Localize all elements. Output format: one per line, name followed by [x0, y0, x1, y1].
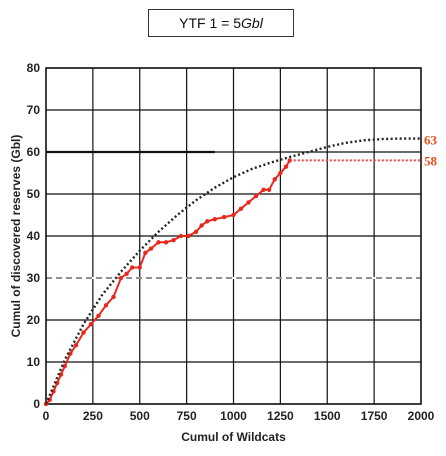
discovery-point [171, 238, 176, 243]
chart-title-box: YTF 1 = 5 Gbl [148, 9, 294, 37]
chart-title-unit: Gbl [241, 15, 263, 31]
discovery-point [246, 200, 251, 205]
discovery-point [212, 217, 217, 222]
y-tick-label: 40 [27, 229, 41, 243]
discovery-point [73, 343, 79, 348]
y-tick-label: 60 [27, 145, 41, 159]
discovery-point [111, 294, 116, 300]
y-tick-label: 70 [27, 103, 41, 117]
x-tick-label: 500 [130, 409, 150, 423]
x-tick-label: 2000 [408, 409, 435, 423]
discovery-point [96, 313, 101, 318]
discovery-point [118, 275, 124, 281]
series-layer [43, 137, 421, 407]
x-tick-label: 0 [43, 409, 50, 423]
x-axis-label: Cumul of Wildcats [181, 430, 286, 444]
dashed-guides [46, 150, 421, 279]
discovery-point [68, 351, 73, 356]
discovery-point [62, 364, 67, 369]
y-tick-label: 20 [27, 313, 41, 327]
x-axis-ticks: 0 250 500 750 1000 1250 1500 1750 2000 [43, 409, 435, 423]
discovery-point [58, 372, 64, 377]
y-tick-label: 30 [27, 271, 41, 285]
discovery-point [238, 206, 244, 211]
discovery-point [137, 265, 142, 270]
annotation-label: 63 [424, 132, 438, 147]
discovery-point [253, 193, 259, 199]
x-tick-label: 250 [83, 409, 103, 423]
chart-title-prefix: YTF 1 = 5 [179, 15, 242, 31]
discovery-point [143, 250, 148, 255]
y-tick-label: 0 [33, 397, 40, 411]
discovery-point [124, 271, 129, 276]
discovery-point [278, 170, 283, 176]
discovery-point [283, 164, 289, 169]
discovery-point [156, 240, 161, 245]
discovery-point [266, 187, 272, 192]
discovery-point [178, 233, 184, 239]
discovery-point [231, 212, 236, 218]
discovery-point [130, 265, 135, 270]
discovery-point [163, 240, 169, 245]
y-axis-ticks: 0 10 20 30 40 50 60 70 80 [27, 61, 41, 411]
y-tick-label: 50 [27, 187, 41, 201]
discovery-line [45, 159, 291, 405]
discovery-point [261, 187, 266, 192]
discovery-point [199, 223, 204, 228]
x-tick-label: 1500 [314, 409, 341, 423]
x-tick-label: 750 [177, 409, 197, 423]
grid [45, 67, 422, 405]
x-tick-label: 1000 [220, 409, 247, 423]
discovery-point [205, 219, 210, 224]
y-tick-label: 80 [27, 61, 41, 75]
x-tick-label: 1750 [361, 409, 388, 423]
discovery-point [81, 330, 86, 335]
discovery-point [148, 246, 154, 251]
discovery-point [103, 303, 109, 308]
discovery-point [88, 322, 94, 327]
y-axis-label: Cumul of discovered reserves (Gbl) [9, 135, 23, 338]
x-tick-label: 1250 [267, 409, 294, 423]
y-tick-label: 10 [27, 355, 41, 369]
discovery-point [186, 233, 191, 239]
discovery-point [193, 229, 199, 234]
annotation-label: 58 [424, 153, 438, 168]
plot-frame [45, 67, 422, 405]
discovery-point [221, 214, 227, 220]
discovery-point [272, 177, 277, 182]
